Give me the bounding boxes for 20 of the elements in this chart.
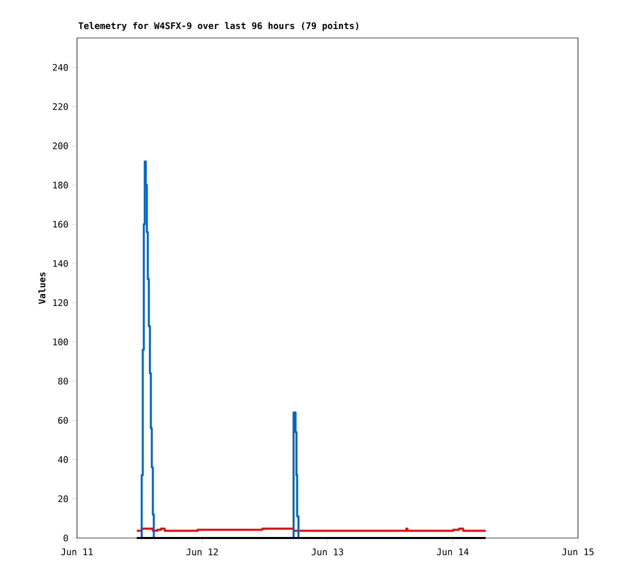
x-tick-label: Jun 15 [562,548,594,556]
x-tick-label: Jun 11 [61,548,93,556]
y-tick-label: 0 [64,534,68,542]
x-tick-label: Jun 12 [186,548,218,556]
y-tick-label: 60 [58,416,68,424]
y-tick-label: 160 [53,220,68,228]
y-tick-label: 200 [52,142,68,150]
x-tick-label: Jun 13 [312,548,344,556]
y-tick-label: 180 [53,182,68,188]
y-tick-label: 220 [52,103,68,110]
y-tick-label: 120 [53,299,68,306]
x-tick-label: Jun 14 [436,548,469,556]
y-tick-label: 240 [52,64,68,71]
chart-title: Telemetry for W4SFX-9 over last 96 hours (79 points) [78,22,358,31]
y-tick-label: 40 [58,456,68,463]
y-tick-label: 20 [58,495,68,502]
y-axis-title: Values [38,272,46,304]
y-tick-label: 140 [53,260,68,267]
y-tick-label: 100 [53,338,68,346]
y-tick-label: 80 [58,378,68,385]
